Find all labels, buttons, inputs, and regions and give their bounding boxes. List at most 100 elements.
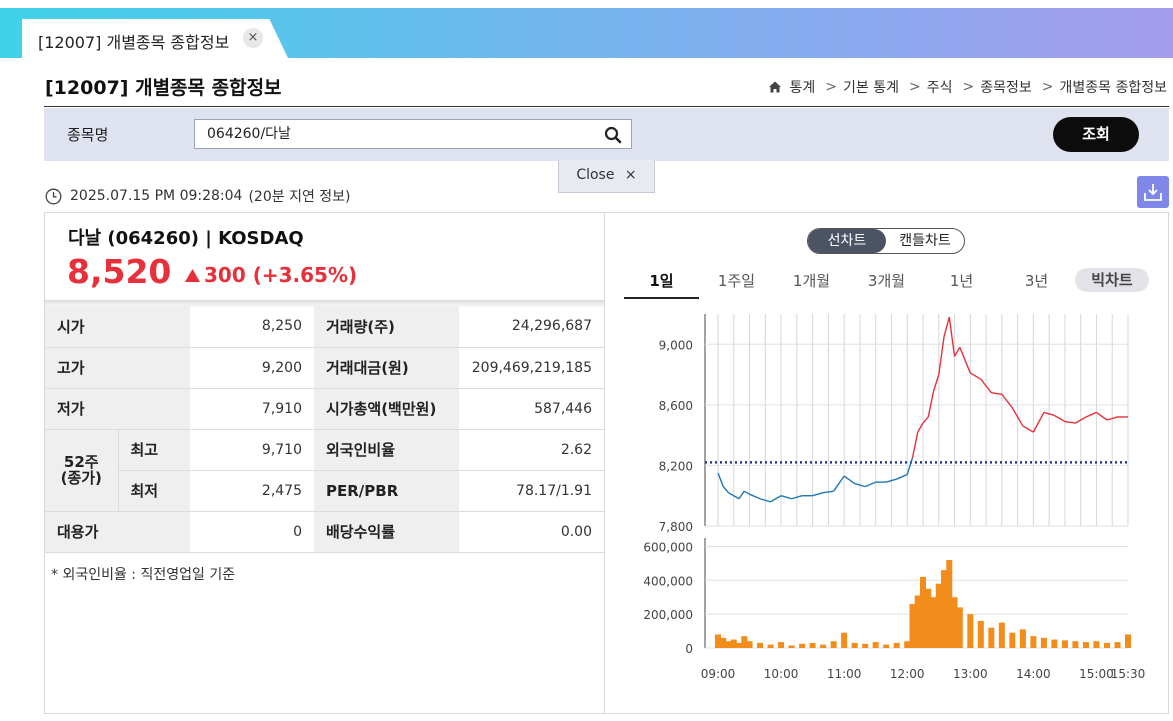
price-segment — [717, 472, 724, 487]
volume-tick-label: 200,000 — [643, 608, 693, 622]
table-label: 대용가 — [45, 511, 190, 553]
table-value: 8,250 — [190, 306, 314, 348]
volume-bar — [951, 597, 958, 648]
volume-bar — [925, 588, 932, 648]
price-segment — [1022, 425, 1034, 433]
search-field[interactable] — [194, 119, 632, 149]
close-panel-button[interactable]: Close × — [558, 160, 655, 193]
breadcrumb-item[interactable]: 종목정보 — [980, 80, 1032, 96]
price-axis: 9,000 8,600 8,200 7,800 — [659, 314, 1128, 534]
price-segment — [886, 478, 897, 483]
tab-3y[interactable]: 3년 — [1024, 272, 1049, 290]
header-shadow — [45, 300, 604, 308]
tab-1w[interactable]: 1주일 — [717, 272, 756, 290]
tab-1y[interactable]: 1년 — [949, 272, 974, 290]
time-tick-label: 11:00 — [827, 667, 862, 681]
volume-bar — [1061, 640, 1068, 648]
tab-close-icon[interactable]: × — [243, 28, 263, 48]
download-icon — [1144, 184, 1162, 201]
volume-bar — [715, 634, 721, 648]
search-icon[interactable] — [604, 126, 622, 144]
panel-divider — [604, 212, 605, 714]
big-chart-button[interactable]: 빅차트 — [1075, 268, 1149, 292]
volume-bar — [998, 622, 1005, 648]
volume-bar — [893, 642, 900, 648]
price-segment — [728, 492, 735, 497]
table-value: 24,296,687 — [459, 306, 604, 348]
table-row: 고가 9,200 거래대금(원) 209,469,219,185 — [45, 347, 604, 389]
table-value: 7,910 — [190, 388, 314, 430]
volume-bar — [935, 583, 942, 648]
volume-bar — [1072, 641, 1079, 648]
volume-bar — [1082, 642, 1089, 648]
price-segment — [1054, 414, 1066, 423]
stock-change: 300 (+3.65%) — [184, 263, 357, 287]
candle-chart-toggle[interactable]: 캔들차트 — [899, 233, 951, 249]
price-segment — [722, 486, 730, 494]
stock-info-table: 시가 8,250 거래량(주) 24,296,687 고가 9,200 거래대금… — [45, 306, 604, 553]
volume-bar — [914, 595, 921, 648]
price-segment — [938, 336, 945, 375]
breadcrumb-item[interactable]: 통계 — [789, 80, 816, 96]
table-value: 9,710 — [190, 429, 314, 471]
price-segment — [991, 392, 1002, 395]
table-value: 78.17/1.91 — [459, 470, 604, 512]
stock-change-value: 300 (+3.65%) — [204, 263, 358, 287]
tab-1m[interactable]: 1개월 — [792, 272, 831, 290]
price-segment — [733, 495, 740, 500]
active-tab-underline — [624, 297, 699, 299]
table-row: 시가 8,250 거래량(주) 24,296,687 — [45, 306, 604, 348]
volume-axis: 600,000 400,000 200,000 0 — [643, 538, 1128, 656]
volume-bar — [904, 641, 911, 648]
table-label: 거래대금(원) — [314, 347, 459, 389]
home-icon[interactable] — [768, 80, 782, 94]
table-group-label: 52주 (종가) — [45, 429, 118, 512]
timestamp: 2025.07.15 PM 09:28:04 (20분 지연 정보) — [45, 186, 351, 206]
download-button[interactable] — [1137, 176, 1169, 208]
query-button[interactable]: 조회 — [1053, 117, 1139, 152]
price-segment — [943, 316, 950, 337]
timestamp-time: 2025.07.15 PM 09:28:04 — [70, 188, 243, 204]
table-row: 대용가 0 배당수익률 0.00 — [45, 511, 604, 553]
breadcrumb-item[interactable]: 주식 — [926, 80, 953, 96]
volume-bar — [730, 639, 737, 648]
volume-bar — [956, 607, 963, 648]
line-chart-toggle[interactable]: 선차트 — [808, 229, 886, 253]
volume-bar — [809, 642, 816, 648]
tab-label: [12007] 개별종목 종합정보 — [38, 33, 230, 52]
window-top-edge — [0, 0, 1173, 8]
volume-tick-label: 600,000 — [643, 540, 693, 554]
tab-3m[interactable]: 3개월 — [867, 272, 906, 290]
volume-bar — [741, 636, 748, 648]
price-segment — [743, 490, 750, 495]
volume-bar — [841, 632, 848, 648]
chevron-right-icon: > — [909, 79, 921, 95]
volume-bar — [946, 560, 953, 648]
price-series — [717, 316, 1128, 503]
volume-bar — [757, 642, 764, 648]
price-segment — [780, 495, 792, 500]
breadcrumb-item-current: 개별종목 종합정보 — [1059, 80, 1168, 96]
price-tick-label: 9,000 — [659, 338, 693, 352]
chart-type-toggle[interactable]: 선차트 캔들차트 — [807, 228, 965, 254]
volume-bar — [1114, 642, 1121, 648]
price-segment — [759, 498, 771, 503]
breadcrumb-item[interactable]: 기본 통계 — [843, 80, 899, 96]
search-input[interactable] — [207, 125, 587, 141]
table-value: 2.62 — [459, 429, 604, 471]
price-segment — [749, 493, 761, 500]
table-label: 배당수익률 — [314, 511, 459, 553]
page-title: [12007] 개별종목 종합정보 — [45, 77, 282, 99]
price-segment — [969, 372, 982, 380]
price-tick-label: 7,800 — [659, 520, 693, 534]
tab-1d[interactable]: 1일 — [649, 272, 674, 290]
volume-tick-label: 400,000 — [643, 574, 693, 588]
volume-bar — [977, 620, 984, 648]
volume-bar — [920, 576, 926, 648]
tab-stock-info[interactable]: [12007] 개별종목 종합정보 × — [22, 19, 288, 58]
price-segment — [864, 481, 876, 488]
price-segment — [854, 482, 866, 488]
volume-bar — [820, 644, 827, 648]
price-segment — [1011, 407, 1024, 427]
